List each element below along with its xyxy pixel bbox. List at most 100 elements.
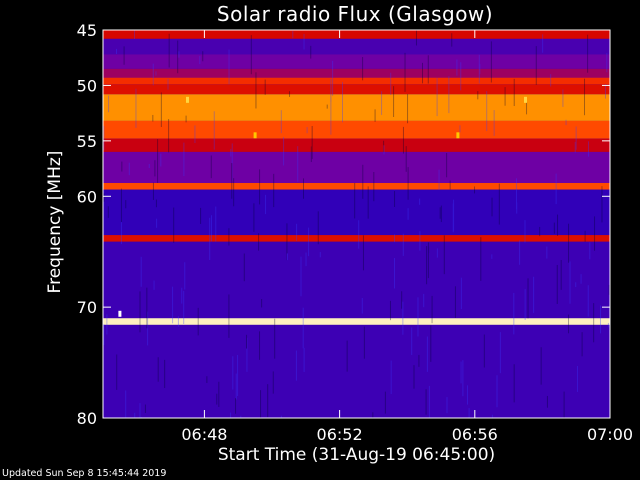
noise-strip bbox=[535, 46, 537, 85]
noise-strip bbox=[260, 390, 262, 418]
noise-strip bbox=[594, 216, 596, 251]
frequency-band bbox=[103, 241, 610, 319]
noise-strip bbox=[405, 146, 407, 172]
noise-strip bbox=[568, 314, 570, 334]
noise-strip bbox=[303, 178, 305, 199]
noise-strip bbox=[542, 34, 544, 53]
noise-strip bbox=[608, 284, 610, 295]
noise-strip bbox=[185, 115, 187, 123]
noise-strip bbox=[108, 95, 110, 113]
noise-strip bbox=[563, 391, 565, 418]
noise-strip bbox=[354, 182, 356, 219]
noise-strip bbox=[154, 160, 156, 177]
noise-strip bbox=[168, 33, 170, 68]
noise-strip bbox=[330, 97, 332, 135]
noise-strip bbox=[390, 360, 392, 395]
noise-strip bbox=[459, 125, 461, 133]
noise-strip bbox=[436, 77, 438, 117]
x-axis-label: Start Time (31-Aug-19 06:45:00) bbox=[217, 445, 496, 465]
noise-strip bbox=[452, 203, 454, 233]
noise-strip bbox=[172, 286, 174, 324]
plot-area bbox=[103, 30, 610, 418]
noise-strip bbox=[153, 280, 155, 290]
axes: 45 50 55 60 70 80 06:48 06:52 06:56 07:00 bbox=[77, 21, 633, 444]
noise-strip bbox=[362, 164, 364, 199]
noise-strip bbox=[240, 415, 242, 418]
noise-strip bbox=[184, 262, 186, 290]
noise-strip bbox=[296, 223, 298, 241]
noise-strip bbox=[440, 205, 442, 223]
noise-strip bbox=[562, 89, 564, 107]
noise-strip bbox=[237, 355, 239, 396]
noise-strip bbox=[422, 62, 424, 84]
noise-strip bbox=[491, 254, 493, 259]
noise-strip bbox=[601, 186, 603, 223]
frequency-band bbox=[103, 138, 610, 152]
y-tick-label: 45 bbox=[77, 21, 97, 40]
noise-strip bbox=[456, 59, 458, 76]
noise-strip bbox=[404, 52, 406, 92]
noise-strip bbox=[426, 246, 428, 285]
noise-strip bbox=[584, 230, 586, 242]
noise-strip bbox=[446, 152, 448, 178]
noise-strip bbox=[513, 78, 515, 107]
frequency-band bbox=[103, 77, 610, 85]
noise-strip bbox=[383, 145, 385, 155]
noise-strip bbox=[569, 261, 571, 304]
frequency-band bbox=[103, 54, 610, 69]
noise-strip bbox=[231, 163, 233, 199]
chart-title: Solar radio Flux (Glasgow) bbox=[216, 2, 494, 26]
y-tick-label: 55 bbox=[77, 132, 97, 151]
noise-strip bbox=[477, 91, 479, 100]
noise-strip bbox=[540, 347, 542, 385]
noise-strip bbox=[491, 414, 493, 418]
noise-strip bbox=[401, 291, 403, 309]
noise-strip bbox=[230, 412, 232, 418]
noise-strip bbox=[413, 365, 415, 389]
noise-strip bbox=[490, 41, 492, 83]
noise-strip bbox=[273, 173, 275, 208]
noise-strip bbox=[407, 94, 409, 124]
noise-strip bbox=[228, 294, 230, 338]
frequency-band bbox=[103, 318, 610, 325]
noise-strip bbox=[216, 393, 218, 405]
noise-strip bbox=[235, 398, 237, 414]
bright-feature bbox=[118, 310, 122, 317]
noise-strip bbox=[243, 253, 245, 282]
noise-strip bbox=[152, 182, 154, 200]
noise-strip bbox=[267, 384, 269, 418]
noise-strip bbox=[606, 52, 608, 73]
noise-strip bbox=[167, 78, 169, 90]
noise-strip bbox=[358, 220, 360, 249]
noise-strip bbox=[546, 395, 548, 408]
noise-strip bbox=[478, 54, 480, 84]
noise-strip bbox=[289, 91, 291, 97]
noise-strip bbox=[493, 110, 495, 136]
frequency-band bbox=[103, 38, 610, 55]
y-tick-label: 50 bbox=[77, 76, 97, 95]
noise-strip bbox=[199, 55, 201, 65]
noise-strip bbox=[121, 161, 123, 172]
noise-texture bbox=[103, 30, 610, 418]
noise-strip bbox=[428, 385, 430, 418]
noise-strip bbox=[164, 359, 166, 389]
y-axis-label: Frequency [MHz] bbox=[45, 150, 65, 294]
noise-strip bbox=[264, 79, 266, 95]
noise-strip bbox=[259, 169, 261, 205]
noise-strip bbox=[139, 403, 141, 418]
noise-strip bbox=[160, 153, 162, 167]
noise-strip bbox=[157, 357, 159, 382]
noise-strip bbox=[431, 295, 433, 324]
noise-strip bbox=[460, 62, 462, 91]
noise-strip bbox=[524, 220, 526, 243]
frequency-band bbox=[103, 151, 610, 183]
frequency-band bbox=[103, 120, 610, 139]
noise-strip bbox=[526, 102, 528, 115]
frequency-band bbox=[103, 68, 610, 78]
noise-strip bbox=[317, 211, 319, 245]
noise-strip bbox=[274, 318, 276, 359]
frequency-band bbox=[103, 182, 610, 190]
noise-strip bbox=[389, 300, 391, 321]
noise-strip bbox=[430, 325, 432, 362]
